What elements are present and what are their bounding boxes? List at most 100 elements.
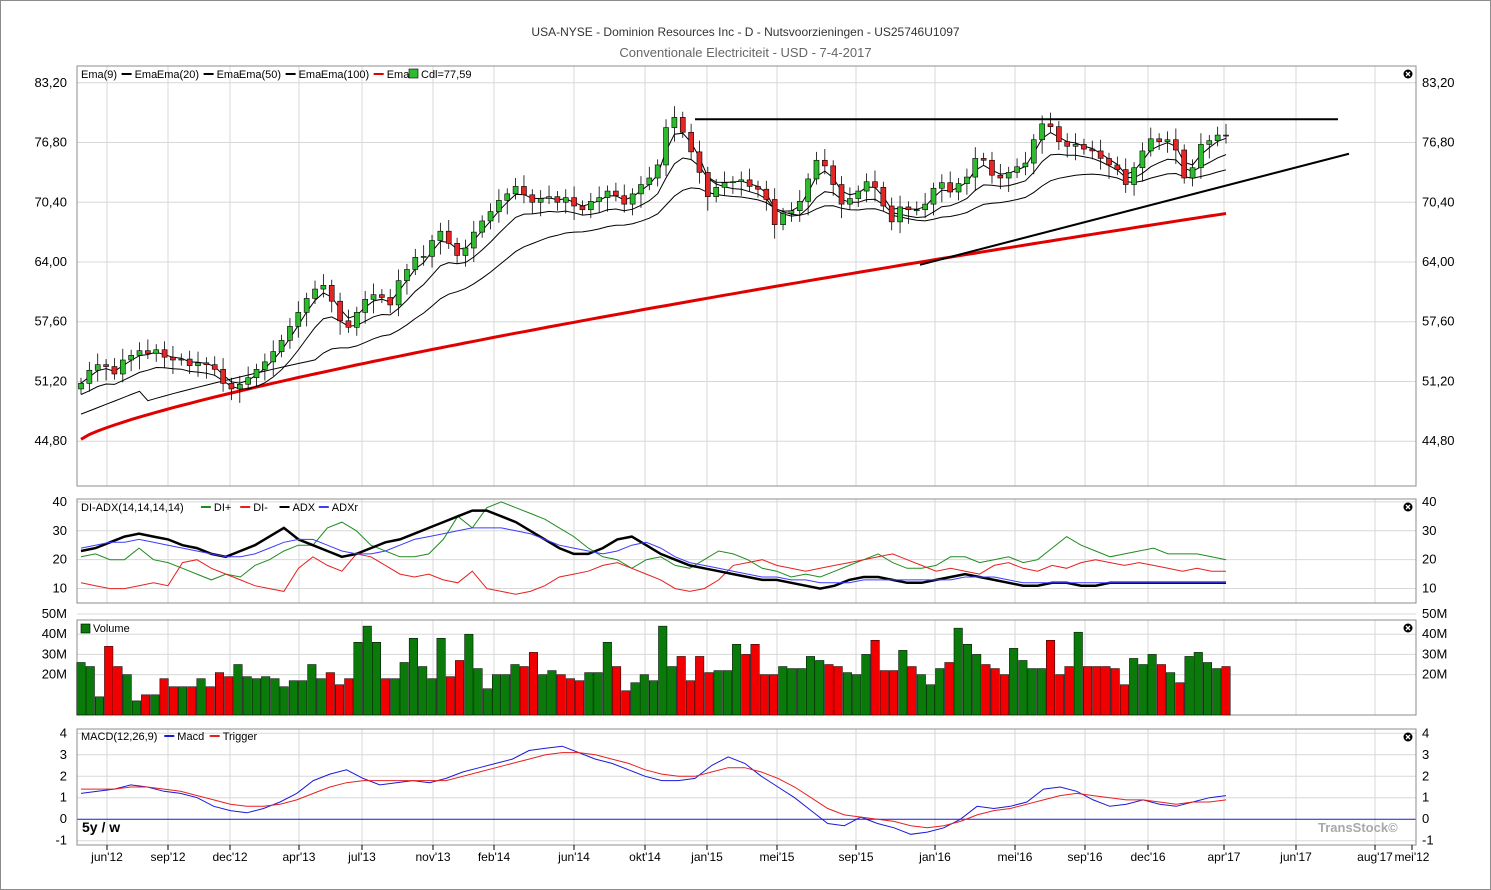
candle-down xyxy=(613,190,619,197)
volume-bar-down xyxy=(944,662,954,716)
volume-bar-up xyxy=(427,678,437,716)
candle-up xyxy=(913,209,920,212)
y-tick-label: 1 xyxy=(60,790,67,805)
volume-bar-up xyxy=(464,633,474,716)
candle-up xyxy=(537,198,544,203)
volume-bar-up xyxy=(242,676,252,716)
candle-up xyxy=(270,351,277,363)
candle-up xyxy=(303,298,310,313)
macd-line xyxy=(80,745,1227,835)
volume-bar-up xyxy=(732,644,742,716)
candle-up xyxy=(178,358,185,361)
y-tick-label: 70,40 xyxy=(34,194,67,209)
volume-bar-down xyxy=(519,666,529,716)
grid-lines xyxy=(77,66,1416,845)
y-tick-label: 30 xyxy=(53,523,67,538)
volume-bar-down xyxy=(445,676,455,716)
x-tick-label: jul'13 xyxy=(347,850,376,864)
volume-bar-down xyxy=(907,666,917,716)
volume-bar-up xyxy=(1129,658,1139,716)
close-circle-icon[interactable] xyxy=(1403,69,1413,79)
chart-subtitle: Conventionale Electriciteit - USD - 7-4-… xyxy=(619,45,872,60)
y-tick-label-right: 0 xyxy=(1422,811,1429,826)
volume-bar-down xyxy=(224,676,234,716)
volume-panel: Volume xyxy=(76,623,1231,716)
close-circle-icon[interactable] xyxy=(1403,732,1413,742)
legend-label: MACD(12,26,9) xyxy=(81,731,157,743)
volume-bar-up xyxy=(298,680,308,716)
panel-frame-macd xyxy=(76,728,1417,846)
candle-down xyxy=(220,369,226,384)
volume-bar-up xyxy=(418,666,428,716)
close-circle-icon[interactable] xyxy=(1403,502,1413,512)
x-tick-label: jun'17 xyxy=(1279,850,1312,864)
candle-down xyxy=(454,243,460,256)
candle-up xyxy=(362,299,368,313)
candle-up xyxy=(847,198,853,205)
volume-bar-down xyxy=(981,664,991,716)
volume-bar-up xyxy=(85,666,95,716)
y-tick-label: 0 xyxy=(60,811,67,826)
ema100-line xyxy=(80,212,1227,441)
volume-bar-down xyxy=(695,656,705,716)
candle-up xyxy=(512,186,519,195)
candle-up xyxy=(638,184,644,195)
volume-bar-down xyxy=(1064,666,1074,716)
candle-down xyxy=(1056,126,1062,142)
volume-bar-up xyxy=(667,666,677,716)
volume-bar-down xyxy=(741,654,751,716)
legend-swatch xyxy=(80,623,91,634)
volume-bar-up xyxy=(1184,656,1194,716)
x-tick-label: mei'12 xyxy=(1395,850,1430,864)
candle-up xyxy=(646,177,653,185)
candle-up xyxy=(604,190,611,198)
candle-up xyxy=(487,211,494,222)
candle-up xyxy=(671,117,678,128)
volume-bar-up xyxy=(602,642,612,716)
volume-bar-up xyxy=(261,676,271,716)
candle-down xyxy=(980,158,987,161)
adxr-line xyxy=(80,527,1226,584)
x-tick-label: jun'12 xyxy=(90,850,123,864)
legend-label: Ema xyxy=(299,69,323,81)
candle-down xyxy=(872,181,878,188)
candle-up xyxy=(738,179,745,183)
y-tick-label-right: 70,40 xyxy=(1422,194,1455,209)
legend-label: Trigger xyxy=(223,731,258,743)
volume-bar-down xyxy=(325,672,335,716)
legend-label: Ema xyxy=(387,69,411,81)
chart-title: USA-NYSE - Dominion Resources Inc - D - … xyxy=(531,25,960,39)
candle-down xyxy=(1156,138,1162,142)
candle-up xyxy=(629,193,636,205)
close-circle-icon[interactable] xyxy=(1403,623,1413,633)
candle-up xyxy=(922,203,928,211)
period-label[interactable]: 5y / w xyxy=(82,819,120,835)
volume-bar-up xyxy=(473,668,483,716)
volume-bar-down xyxy=(889,670,899,716)
candle-up xyxy=(796,201,803,211)
y-tick-label: 10 xyxy=(53,581,67,596)
legend-label: Ema xyxy=(135,69,159,81)
volume-bar-up xyxy=(501,674,511,716)
volume-bar-down xyxy=(1119,684,1129,716)
x-tick-label: apr'13 xyxy=(283,850,316,864)
volume-bar-down xyxy=(1221,666,1231,716)
volume-bar-down xyxy=(344,678,354,716)
candle-up xyxy=(955,183,962,193)
volume-bar-up xyxy=(1212,668,1222,716)
volume-bar-up xyxy=(1147,654,1157,716)
volume-bar-down xyxy=(676,656,686,716)
volume-bar-down xyxy=(215,672,225,716)
candle-down xyxy=(989,159,995,176)
x-tick-label: okt'14 xyxy=(629,850,661,864)
volume-bar-up xyxy=(630,682,640,716)
candle-up xyxy=(730,181,736,184)
y-tick-label: 40 xyxy=(53,494,67,509)
volume-bar-up xyxy=(713,670,723,716)
macd-panel: MACD(12,26,9) Macd Trigger xyxy=(80,731,1227,835)
volume-bar-up xyxy=(1193,652,1203,716)
legend-label: Ema(100) xyxy=(321,69,369,81)
volume-bar-down xyxy=(141,694,151,716)
volume-bar-up xyxy=(722,670,732,716)
